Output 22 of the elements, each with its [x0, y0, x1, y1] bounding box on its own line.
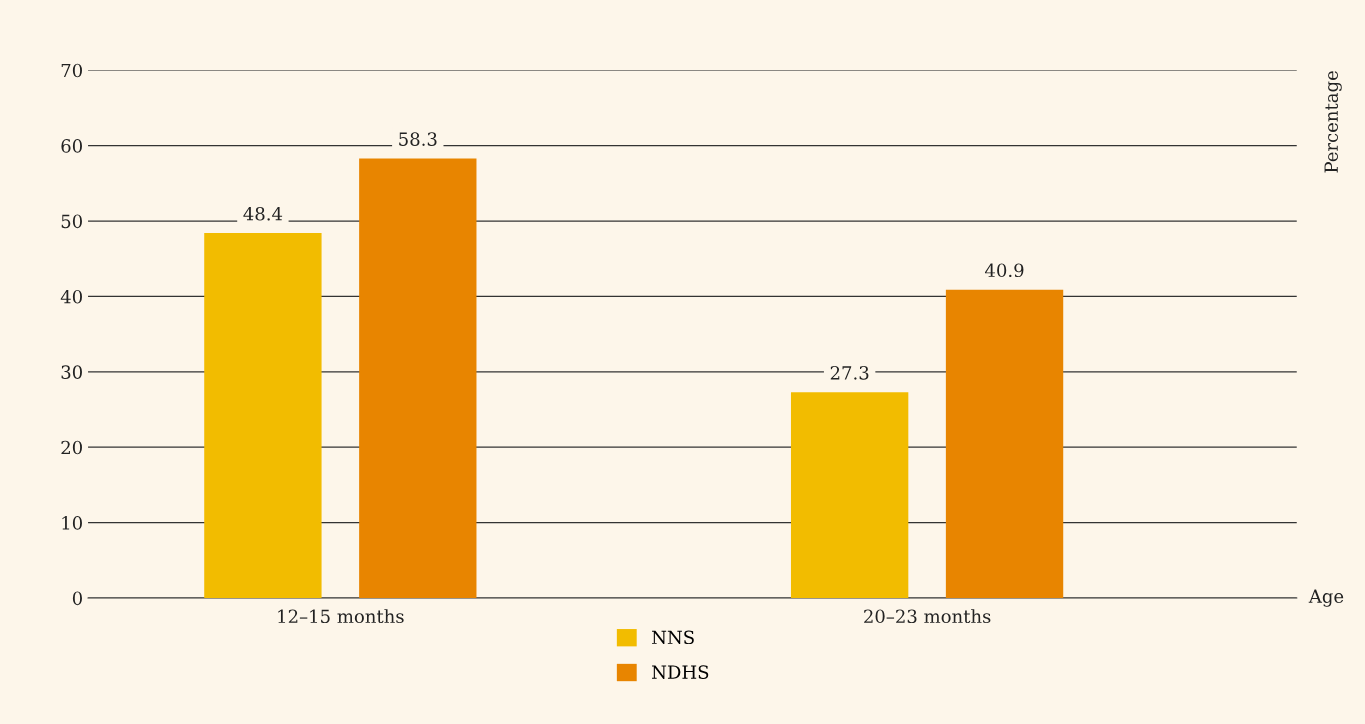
x-tick-label: 20–23 months — [864, 609, 991, 624]
bar — [790, 392, 909, 599]
x-axis-title: Age — [1308, 589, 1344, 607]
bar — [945, 289, 1064, 599]
y-tick-label: 70 — [61, 63, 82, 78]
data-label: 48.4 — [243, 206, 283, 221]
x-tick-label: 12–15 months — [278, 609, 404, 624]
y-tick-label: 10 — [62, 516, 82, 530]
y-tick-label: 20 — [61, 440, 82, 455]
data-label: 40.9 — [985, 263, 1024, 278]
y-tick-label: 40 — [60, 289, 82, 304]
legend-label: NNS — [652, 630, 694, 645]
y-tick-label: 50 — [61, 214, 82, 229]
legend-label: NDHS — [652, 665, 709, 679]
y-tick-label: 30 — [61, 365, 82, 379]
bar — [204, 233, 322, 599]
y-tick-label: 0 — [72, 591, 82, 606]
data-label: 58.3 — [399, 132, 437, 146]
y-axis-title: Percentage — [1324, 71, 1342, 173]
data-label: 27.3 — [830, 365, 869, 380]
y-tick-label: 60 — [61, 139, 82, 153]
bar — [359, 158, 477, 599]
